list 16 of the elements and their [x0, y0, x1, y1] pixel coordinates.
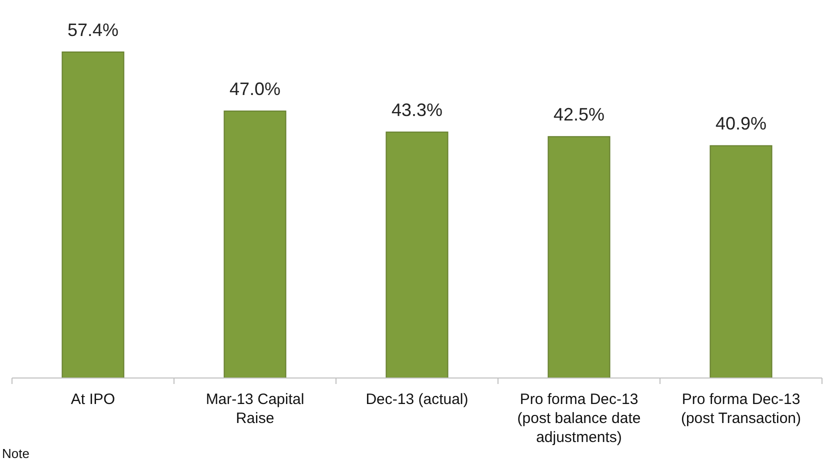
x-tick-label: At IPO: [70, 391, 116, 408]
text: Note: [2, 446, 30, 461]
data-label: 43.3%: [391, 100, 443, 120]
data-label: 57.4%: [67, 20, 119, 40]
bar: [62, 52, 124, 378]
data-label: 42.5%: [553, 104, 605, 125]
x-tick-label: Mar-13 Capital Raise: [206, 391, 304, 427]
data-label: 40.9%: [715, 114, 767, 134]
bar: [224, 110, 286, 378]
x-tick-label: Dec-13 (actual): [366, 391, 468, 408]
x-tick-label: Pro forma Dec-13 (post Transaction): [680, 391, 802, 427]
bar: [548, 136, 610, 378]
bar: [386, 132, 448, 378]
data-label: 47.0%: [229, 79, 281, 100]
bar: [710, 145, 772, 378]
x-tick-label: Pro forma Dec-13 (post balance date adjustments): [517, 391, 641, 446]
